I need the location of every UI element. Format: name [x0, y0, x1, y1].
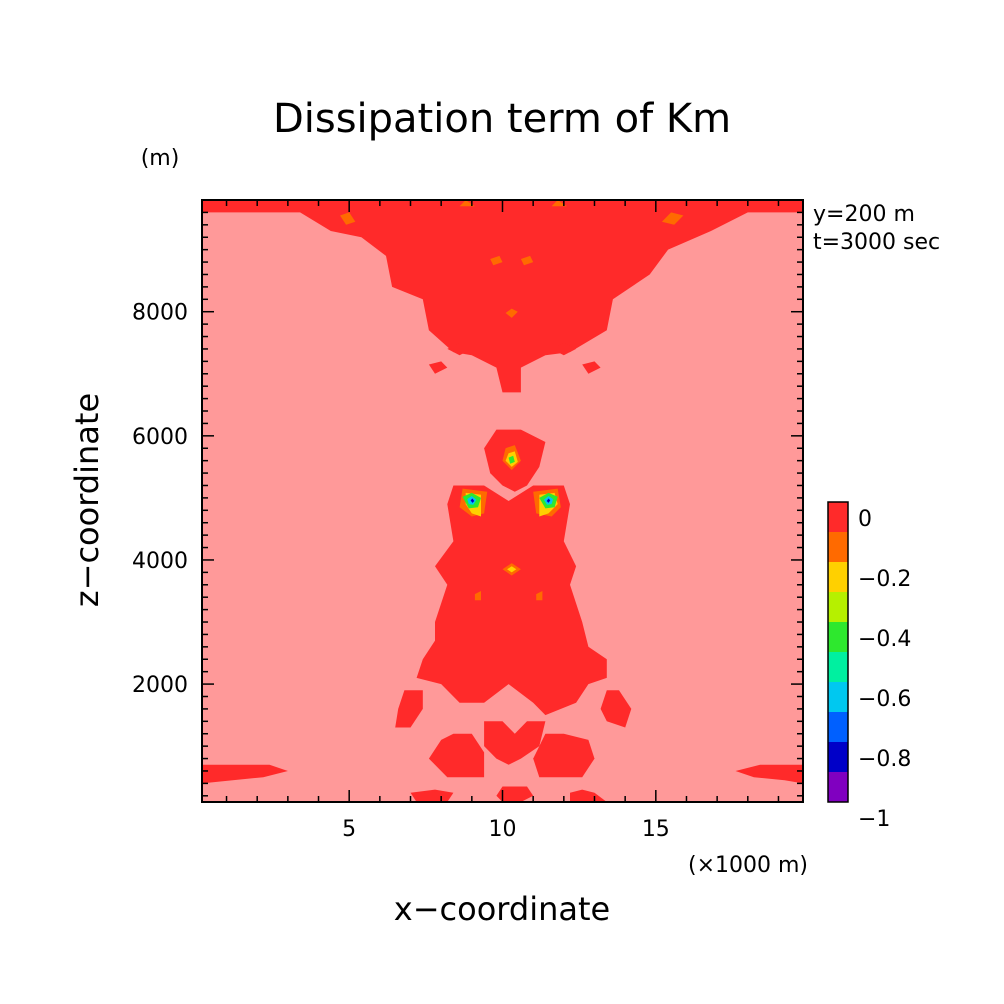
contour-region-7 — [484, 721, 546, 765]
contour-region-10 — [570, 789, 607, 802]
y-tick-label-8000: 8000 — [132, 301, 188, 326]
plot-area: 5 10 15 2000 4000 6000 8000 — [132, 199, 804, 842]
colorbar-band-4 — [828, 622, 848, 653]
contour-region-6 — [533, 733, 595, 778]
contour-region-0 — [202, 200, 803, 393]
contour-region-29 — [536, 591, 543, 601]
colorbar-label-2: −0.4 — [858, 627, 911, 652]
contour-region-40 — [546, 498, 551, 503]
contour-region-22 — [490, 255, 503, 266]
y-tick-label-6000: 6000 — [132, 425, 188, 450]
contour-region-11 — [202, 764, 288, 784]
contour-region-2 — [416, 485, 607, 716]
x-tick-label-15: 15 — [642, 817, 670, 842]
contour-region-19 — [459, 200, 475, 207]
colorbar-frame — [827, 501, 849, 803]
colorbar-band-6 — [828, 682, 848, 713]
contour-region-13 — [447, 342, 472, 356]
contour-region-36 — [508, 455, 515, 464]
contour-region-15 — [428, 361, 448, 374]
contour-region-14 — [551, 342, 577, 356]
colorbar-label-4: −0.8 — [858, 747, 911, 772]
annotation-y-position: y=200 m — [813, 202, 915, 227]
x-tick-label-10: 10 — [489, 817, 517, 842]
contour-region-23 — [520, 255, 534, 266]
contour-region-8 — [496, 786, 534, 802]
x-tick-label-5: 5 — [342, 817, 356, 842]
contour-region-28 — [474, 591, 481, 601]
y-unit-label: (m) — [141, 146, 180, 171]
x-axis-label: x−coordinate — [394, 890, 610, 928]
colorbar-band-2 — [828, 562, 848, 593]
contour-region-3 — [395, 690, 423, 728]
colorbar-band-8 — [828, 742, 848, 773]
y-axis-label: z−coordinate — [68, 393, 106, 607]
colorbar-label-3: −0.6 — [858, 687, 911, 712]
colorbar-label-1: −0.2 — [858, 567, 911, 592]
colorbar-band-1 — [828, 532, 848, 563]
contour-region-20 — [551, 200, 567, 207]
colorbar-band-3 — [828, 592, 848, 623]
contour-region-17 — [340, 212, 356, 225]
colorbar-band-0 — [828, 502, 848, 533]
contour-region-16 — [582, 361, 601, 374]
contour-region-18 — [661, 212, 684, 225]
contour-region-5 — [428, 733, 485, 778]
annotation-time: t=3000 sec — [813, 230, 940, 255]
colorbar-label-0: 0 — [858, 507, 872, 532]
x-unit-label: (×1000 m) — [688, 853, 808, 878]
contour-region-33 — [507, 566, 517, 573]
chart-title: Dissipation term of Km — [273, 96, 731, 142]
contour-region-39 — [470, 498, 475, 503]
colorbar-band-7 — [828, 712, 848, 743]
contour-region-9 — [410, 789, 454, 802]
contour-region-4 — [600, 690, 632, 728]
y-tick-label-4000: 4000 — [132, 549, 188, 574]
colorbar-band-5 — [828, 652, 848, 683]
contour-region-12 — [735, 764, 803, 784]
y-tick-label-2000: 2000 — [132, 673, 188, 698]
colorbar-label-5: −1 — [858, 807, 890, 832]
colorbar: 0 −0.2 −0.4 −0.6 −0.8 −1 — [827, 501, 911, 832]
contour-region-21 — [505, 308, 518, 318]
colorbar-band-9 — [828, 772, 848, 803]
